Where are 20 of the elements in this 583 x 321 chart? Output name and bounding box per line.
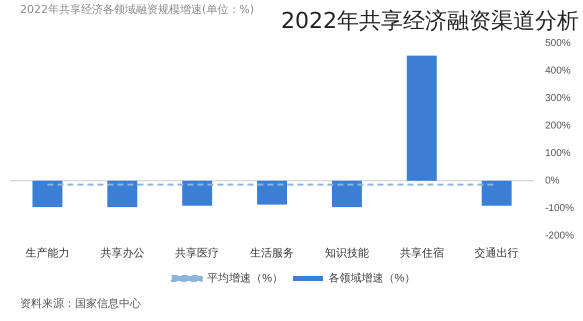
y-tick-label: 300% [545, 92, 571, 104]
chart-title: 2022年共享经济融资渠道分析 [281, 8, 579, 36]
y-tick-label: 100% [545, 148, 571, 159]
x-tick-label: 知识技能 [324, 246, 369, 260]
x-tick-label: 生产能力 [25, 246, 70, 260]
y-tick-label: -200% [545, 230, 574, 242]
y-tick-label: 0% [545, 175, 560, 186]
y-tick-label: 400% [545, 65, 571, 76]
text: 资料来源：国家信息中心 [20, 296, 141, 311]
x-tick-label: 共享住宿 [400, 246, 444, 260]
legend-label: 平均增速（%） [207, 272, 283, 285]
x-tick-label: 生活服务 [250, 246, 294, 260]
legend-label: 各领域增速（%） [328, 272, 416, 285]
y-tick-label: -100% [545, 203, 574, 214]
x-tick-label: 共享医疗 [175, 246, 220, 260]
chart-subtitle: 2022年共享经济各领域融资规模增速(单位：%) [20, 2, 254, 17]
y-tick-label: 500% [545, 38, 571, 49]
x-tick-label: 交通出行 [474, 246, 519, 260]
y-tick-label: 200% [545, 120, 571, 132]
x-tick-label: 共享办公 [100, 246, 144, 260]
